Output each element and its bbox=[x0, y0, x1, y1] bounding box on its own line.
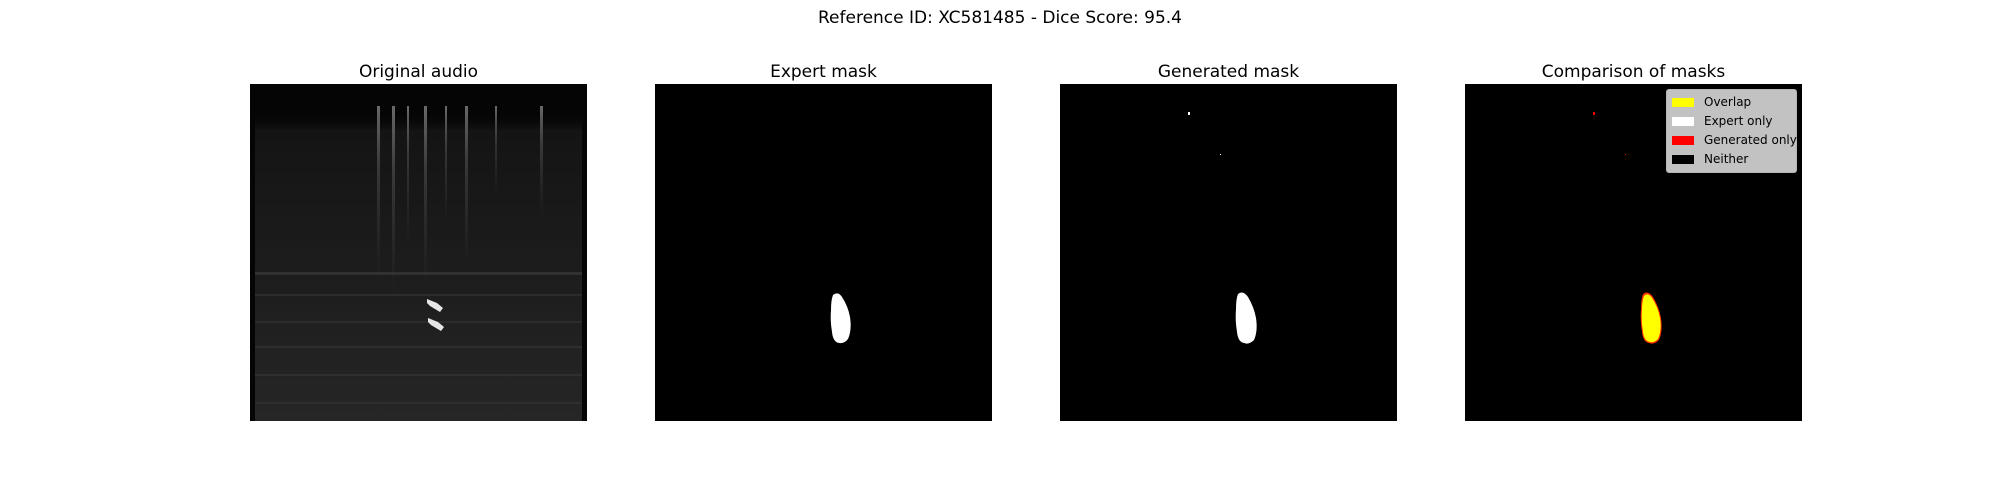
panel-generated-mask: Generated mask bbox=[1060, 60, 1397, 436]
panel-title-expert-mask: Expert mask bbox=[770, 62, 877, 82]
spectrogram-svg bbox=[250, 84, 587, 421]
expert-mask-region bbox=[830, 293, 851, 344]
spectrogram-vertical-streaks bbox=[377, 106, 543, 296]
spectrogram-bird-call bbox=[427, 299, 444, 331]
legend-label-neither: Neither bbox=[1704, 152, 1749, 166]
comparison-generated-only-speck bbox=[1625, 154, 1626, 155]
panel-title-generated-mask: Generated mask bbox=[1157, 62, 1300, 82]
comparison-generated-only-speck bbox=[1593, 112, 1595, 115]
spectrogram-horizontal-bands bbox=[255, 272, 582, 404]
generated-mask-region bbox=[1235, 292, 1257, 344]
comparison-legend: Overlap Expert only Generated only Neith… bbox=[1666, 89, 1797, 173]
legend-swatch-overlap bbox=[1672, 98, 1694, 107]
legend-item-overlap: Overlap bbox=[1672, 93, 1790, 112]
legend-item-neither: Neither bbox=[1672, 150, 1790, 169]
expert-mask-image bbox=[655, 84, 992, 421]
legend-label-overlap: Overlap bbox=[1704, 95, 1752, 109]
generated-mask-speck bbox=[1220, 154, 1221, 155]
legend-item-expert-only: Expert only bbox=[1672, 112, 1790, 131]
panel-comparison: Comparison of masks Overlap Expert only … bbox=[1465, 60, 1802, 436]
figure-title: Reference ID: XC581485 - Dice Score: 95.… bbox=[818, 8, 1182, 28]
panel-title-comparison: Comparison of masks bbox=[1541, 62, 1726, 82]
spectrogram-image bbox=[250, 84, 587, 421]
legend-swatch-neither bbox=[1672, 155, 1694, 164]
generated-mask-image bbox=[1060, 84, 1397, 421]
legend-label-expert-only: Expert only bbox=[1704, 114, 1773, 128]
panel-original-audio: Original audio bbox=[250, 60, 587, 436]
comparison-image: Overlap Expert only Generated only Neith… bbox=[1465, 84, 1802, 421]
panel-title-original-audio: Original audio bbox=[358, 62, 479, 82]
expert-mask-svg bbox=[655, 84, 992, 421]
generated-mask-svg bbox=[1060, 84, 1397, 421]
legend-item-generated-only: Generated only bbox=[1672, 131, 1797, 150]
spectrogram-noise-floor bbox=[255, 109, 582, 421]
generated-mask-speck bbox=[1188, 112, 1190, 115]
legend-swatch-expert-only bbox=[1672, 117, 1694, 126]
comparison-overlap-region bbox=[1641, 294, 1661, 343]
legend-swatch-generated-only bbox=[1672, 136, 1694, 145]
legend-label-generated-only: Generated only bbox=[1704, 133, 1797, 147]
panel-expert-mask: Expert mask bbox=[655, 60, 992, 436]
